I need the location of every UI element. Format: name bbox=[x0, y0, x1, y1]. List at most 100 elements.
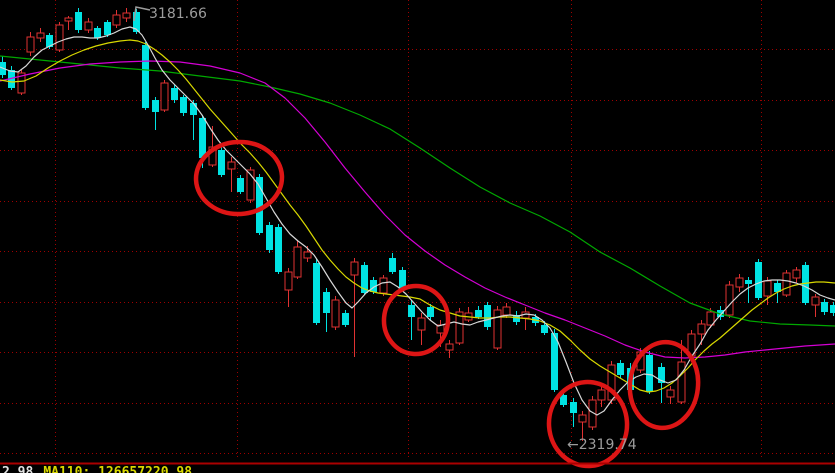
candle[interactable] bbox=[811, 294, 820, 317]
candle[interactable] bbox=[745, 277, 752, 303]
candle[interactable] bbox=[142, 42, 149, 110]
candle[interactable] bbox=[152, 97, 159, 130]
candle[interactable] bbox=[578, 411, 587, 441]
candle[interactable] bbox=[180, 95, 187, 116]
candle[interactable] bbox=[379, 275, 388, 296]
candle-body-up bbox=[160, 82, 169, 111]
candle[interactable] bbox=[735, 274, 744, 292]
candle[interactable] bbox=[104, 20, 111, 37]
grid-lines bbox=[0, 0, 835, 460]
candle[interactable] bbox=[484, 302, 491, 330]
candle[interactable] bbox=[350, 258, 359, 357]
candle[interactable] bbox=[275, 224, 282, 274]
high-price-arrow bbox=[133, 6, 151, 22]
candle[interactable] bbox=[417, 313, 426, 345]
candle[interactable] bbox=[342, 310, 349, 327]
candle-body-down bbox=[646, 355, 653, 392]
candle[interactable] bbox=[821, 299, 828, 315]
candles[interactable] bbox=[0, 8, 835, 441]
candle[interactable] bbox=[830, 302, 835, 316]
candle-body-down bbox=[802, 265, 809, 303]
annotation-circles bbox=[193, 139, 701, 469]
candle-body-down bbox=[513, 315, 520, 322]
candle[interactable] bbox=[792, 267, 801, 283]
candle[interactable] bbox=[646, 351, 653, 394]
candle[interactable] bbox=[560, 392, 567, 407]
candle[interactable] bbox=[408, 300, 415, 340]
candle[interactable] bbox=[190, 100, 197, 140]
candle-body-up bbox=[455, 311, 464, 344]
candle[interactable] bbox=[475, 306, 482, 319]
candle[interactable] bbox=[84, 18, 93, 33]
candle-body-down bbox=[821, 302, 828, 312]
candle[interactable] bbox=[293, 240, 302, 279]
candle[interactable] bbox=[208, 126, 217, 167]
candle-body-up bbox=[246, 169, 255, 201]
candle-body-down bbox=[389, 258, 396, 272]
candle[interactable] bbox=[445, 340, 454, 358]
candle[interactable] bbox=[464, 307, 473, 322]
candle-body-up bbox=[36, 32, 45, 39]
candle[interactable] bbox=[666, 386, 675, 404]
candle[interactable] bbox=[256, 174, 263, 235]
candle[interactable] bbox=[237, 175, 244, 194]
candle[interactable] bbox=[551, 329, 558, 392]
candle[interactable] bbox=[677, 340, 686, 404]
candle[interactable] bbox=[570, 398, 577, 427]
candle[interactable] bbox=[331, 296, 340, 330]
candle[interactable] bbox=[782, 270, 791, 297]
low-price-label: ←2319.74 bbox=[567, 437, 637, 453]
hand-drawn-circle bbox=[546, 379, 630, 469]
candle[interactable] bbox=[246, 167, 255, 203]
candle[interactable] bbox=[370, 277, 377, 294]
candle[interactable] bbox=[55, 22, 64, 52]
candle[interactable] bbox=[725, 281, 734, 318]
candle-body-down bbox=[323, 292, 330, 313]
candle[interactable] bbox=[455, 308, 464, 345]
candle[interactable] bbox=[774, 280, 781, 303]
candle[interactable] bbox=[227, 157, 236, 192]
candle-body-down bbox=[399, 270, 406, 288]
candle-body-down bbox=[745, 280, 752, 284]
candle[interactable] bbox=[706, 308, 715, 328]
footer-value: 2.98 bbox=[2, 465, 34, 473]
candle[interactable] bbox=[313, 259, 320, 325]
chart-extras bbox=[0, 6, 835, 465]
candle[interactable] bbox=[717, 306, 724, 320]
candle-body-up bbox=[493, 309, 502, 349]
ma-slow-magenta bbox=[0, 60, 835, 359]
ma-fast-white bbox=[0, 26, 835, 416]
candle[interactable] bbox=[284, 268, 293, 307]
candle[interactable] bbox=[36, 28, 45, 42]
candle[interactable] bbox=[755, 259, 762, 300]
candle-body-up bbox=[350, 261, 359, 276]
candle[interactable] bbox=[323, 288, 330, 332]
candle[interactable] bbox=[493, 306, 502, 350]
candle[interactable] bbox=[122, 8, 131, 22]
candle[interactable] bbox=[389, 253, 396, 274]
candle[interactable] bbox=[218, 147, 225, 177]
candle-body-down bbox=[755, 262, 762, 298]
candle[interactable] bbox=[427, 304, 434, 320]
candle[interactable] bbox=[112, 10, 121, 28]
candle[interactable] bbox=[597, 387, 606, 407]
candle-body-down bbox=[180, 97, 187, 113]
candle[interactable] bbox=[658, 363, 665, 403]
candle-body-up bbox=[445, 343, 454, 351]
candle-body-down bbox=[560, 395, 567, 405]
candle[interactable] bbox=[75, 8, 82, 33]
candle-body-up bbox=[331, 299, 340, 328]
ma-mid-yellow bbox=[0, 39, 835, 393]
candle-body-up bbox=[782, 272, 791, 296]
footer-ma-value: MA110: 126657220.98 bbox=[43, 465, 193, 473]
candle-body-up bbox=[303, 251, 312, 259]
candle[interactable] bbox=[64, 16, 73, 30]
candle[interactable] bbox=[399, 267, 406, 290]
candle[interactable] bbox=[17, 70, 26, 95]
candle[interactable] bbox=[617, 360, 624, 378]
candle[interactable] bbox=[160, 80, 169, 112]
candle[interactable] bbox=[26, 32, 35, 56]
candle[interactable] bbox=[171, 85, 178, 103]
candle[interactable] bbox=[266, 222, 273, 253]
